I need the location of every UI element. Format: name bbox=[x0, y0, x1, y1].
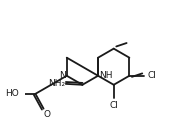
Text: HO: HO bbox=[5, 89, 19, 98]
Text: NH₂: NH₂ bbox=[48, 79, 65, 88]
Text: N: N bbox=[59, 71, 66, 80]
Text: Cl: Cl bbox=[147, 71, 156, 80]
Text: O: O bbox=[44, 110, 51, 119]
Text: Cl: Cl bbox=[109, 101, 118, 110]
Text: NH: NH bbox=[99, 71, 112, 80]
